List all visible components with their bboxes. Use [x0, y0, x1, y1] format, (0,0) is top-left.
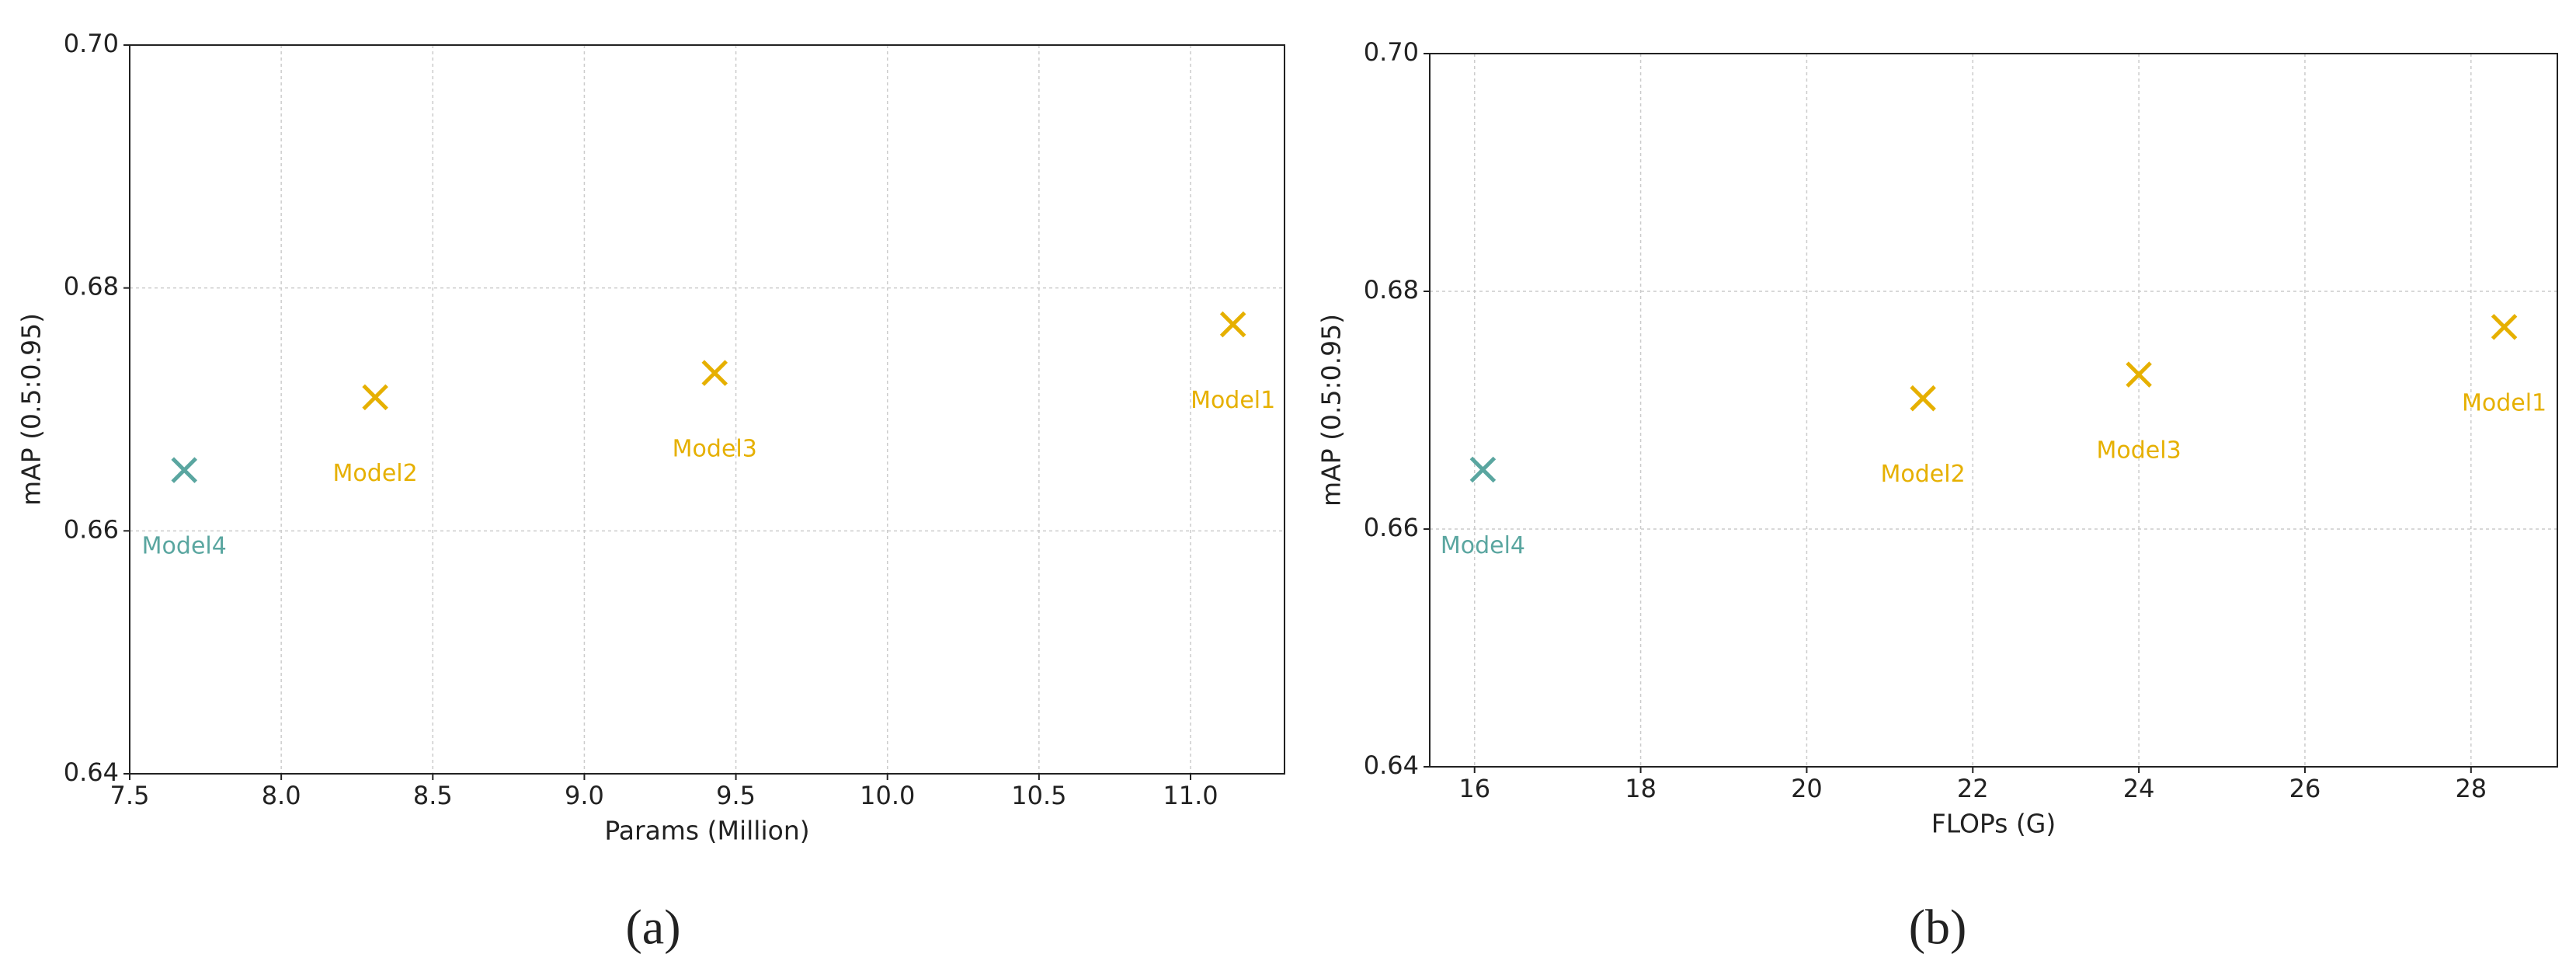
y-axis-label: mAP (0.5:0.95) — [16, 313, 47, 506]
y-tick-label: 0.68 — [64, 272, 119, 301]
point-marker — [1219, 311, 1246, 338]
point-marker — [171, 457, 198, 483]
y-tick-label: 0.70 — [1364, 37, 1419, 67]
point-label: Model4 — [142, 533, 227, 560]
x-tick-label: 10.0 — [860, 781, 915, 810]
x-tick-label: 18 — [1625, 774, 1656, 803]
x-tick-label: 9.5 — [716, 781, 756, 810]
x-axis-label: FLOPs (G) — [1931, 809, 2056, 839]
x-tick-label: 8.0 — [262, 781, 301, 810]
caption: (b) — [1909, 900, 1967, 955]
caption: (a) — [625, 900, 680, 955]
point-marker — [1910, 385, 1936, 412]
y-tick-label: 0.70 — [64, 29, 119, 58]
point-label: Model3 — [673, 436, 757, 463]
plot-frame — [129, 44, 1285, 775]
x-tick-label: 9.0 — [565, 781, 604, 810]
x-tick-label: 10.5 — [1011, 781, 1066, 810]
y-tick-label: 0.64 — [64, 757, 119, 787]
point-marker — [1469, 456, 1497, 483]
x-tick-label: 7.5 — [110, 781, 150, 810]
point-label: Model1 — [1191, 387, 1275, 414]
point-marker — [2126, 361, 2152, 388]
plot-frame — [1429, 53, 2558, 768]
x-axis-label: Params (Million) — [604, 816, 809, 846]
point-label: Model2 — [333, 460, 418, 487]
x-tick-label: 11.0 — [1163, 781, 1218, 810]
point-marker — [701, 360, 728, 386]
point-marker — [2491, 314, 2518, 340]
point-label: Model2 — [1881, 461, 1966, 488]
point-label: Model4 — [1441, 532, 1525, 559]
y-tick-label: 0.64 — [1364, 750, 1419, 780]
x-tick-label: 8.5 — [413, 781, 453, 810]
y-tick-label: 0.66 — [1364, 513, 1419, 542]
y-tick-label: 0.68 — [1364, 275, 1419, 305]
x-tick-label: 26 — [2289, 774, 2321, 803]
point-label: Model3 — [2097, 437, 2181, 465]
y-axis-label: mAP (0.5:0.95) — [1316, 314, 1347, 507]
point-marker — [362, 384, 388, 411]
x-tick-label: 28 — [2455, 774, 2487, 803]
y-tick-label: 0.66 — [64, 514, 119, 544]
x-tick-label: 20 — [1791, 774, 1823, 803]
x-tick-label: 16 — [1458, 774, 1490, 803]
x-tick-label: 24 — [2123, 774, 2155, 803]
point-label: Model1 — [2462, 389, 2546, 416]
x-tick-label: 22 — [1957, 774, 1989, 803]
